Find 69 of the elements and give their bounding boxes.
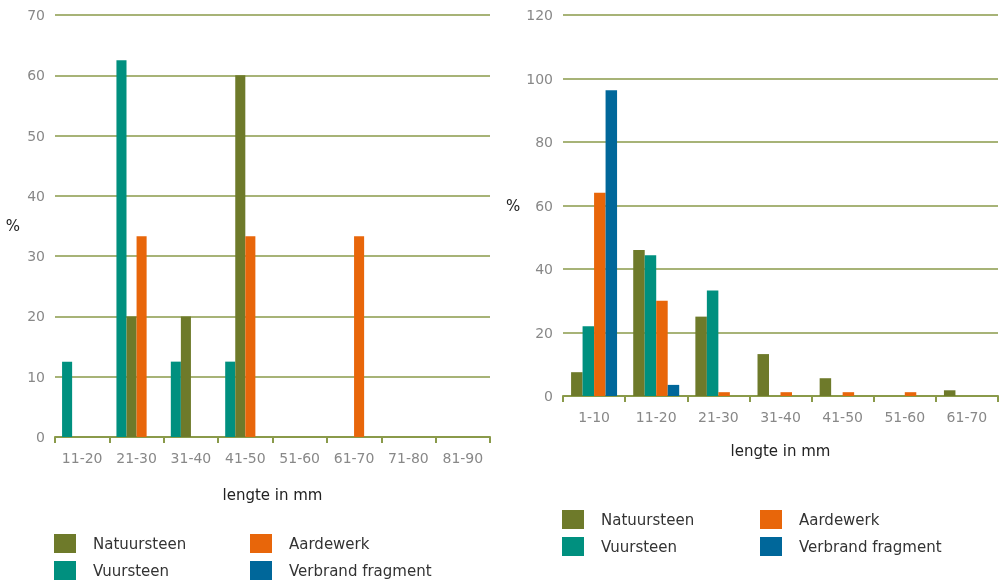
bar: [718, 392, 730, 396]
bar: [656, 300, 668, 396]
legend-label: Verbrand fragment: [289, 561, 432, 580]
bar: [126, 316, 137, 437]
legend-label: Verbrand fragment: [799, 537, 942, 556]
y-tick-label: 10: [27, 368, 45, 385]
y-tick-label: 40: [535, 261, 553, 277]
y-tick-label: 80: [535, 134, 553, 150]
x-tick-label: 21-30: [116, 450, 157, 466]
bar: [136, 236, 147, 437]
x-tick-label: 61-70: [333, 450, 375, 466]
bar: [116, 60, 127, 437]
bar: [180, 316, 191, 437]
legend-label: Vuursteen: [93, 561, 170, 580]
y-axis-title: %: [5, 217, 20, 235]
bar: [571, 372, 583, 396]
bar: [819, 378, 832, 396]
y-tick-label: 20: [27, 308, 45, 325]
x-tick-label: 51-60: [884, 409, 926, 425]
x-tick-label: 41-50: [822, 409, 863, 425]
bar: [706, 290, 719, 396]
bar: [235, 75, 246, 437]
bar: [644, 255, 657, 396]
y-tick-label: 20: [535, 324, 553, 341]
x-tick-label: 31-40: [760, 409, 801, 425]
bar: [943, 390, 956, 396]
bar: [904, 392, 917, 396]
y-tick-label: 70: [27, 7, 45, 23]
x-tick-label: 21-30: [698, 409, 739, 425]
bar: [605, 90, 618, 396]
bar: [757, 354, 769, 396]
y-tick-label: 0: [544, 388, 553, 404]
x-tick-label: 51-60: [279, 450, 321, 466]
legend-label: Natuursteen: [601, 510, 695, 529]
y-tick-label: 30: [27, 248, 45, 265]
bar: [594, 192, 606, 396]
legend-label: Aardewerk: [289, 534, 370, 553]
x-tick-label: 11-20: [61, 450, 103, 466]
bar: [225, 361, 236, 437]
bar: [170, 361, 181, 437]
bar: [354, 236, 365, 437]
y-tick-label: 60: [535, 197, 553, 214]
bar: [633, 249, 645, 396]
bar: [582, 326, 595, 396]
x-tick-label: 1-10: [578, 409, 610, 425]
x-axis-title: lengte in mm: [222, 485, 323, 504]
y-tick-label: 100: [526, 70, 553, 87]
bar: [695, 316, 707, 396]
legend-label: Aardewerk: [799, 510, 880, 529]
x-tick-label: 41-50: [224, 450, 266, 466]
x-tick-label: 11-20: [635, 409, 677, 425]
x-axis-title: lengte in mm: [730, 441, 831, 460]
bar: [245, 236, 256, 437]
bar: [780, 392, 792, 396]
y-axis-title: %: [506, 196, 521, 215]
y-tick-label: 0: [36, 429, 45, 445]
y-tick-label: 40: [27, 187, 45, 204]
x-tick-label: 61-70: [946, 409, 988, 425]
bar: [62, 361, 73, 437]
x-tick-label: 71-80: [388, 450, 429, 466]
x-tick-label: 81-90: [442, 450, 484, 466]
bar: [667, 384, 680, 396]
y-tick-label: 60: [27, 67, 45, 84]
bar: [842, 392, 855, 396]
y-tick-label: 120: [526, 7, 553, 23]
legend-label: Vuursteen: [601, 537, 678, 556]
y-tick-label: 50: [27, 127, 45, 144]
legend-label: Natuursteen: [93, 534, 187, 553]
x-tick-label: 31-40: [170, 450, 212, 466]
